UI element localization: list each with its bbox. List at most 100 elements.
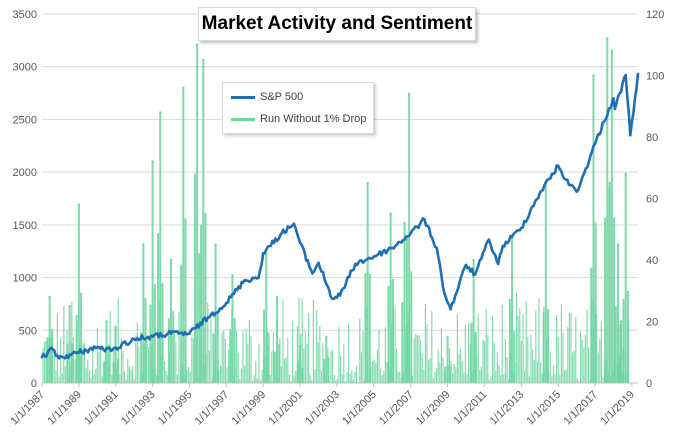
sp500-data-point — [243, 278, 247, 282]
sp500-data-point — [556, 164, 560, 168]
y-left-tick-label: 500 — [19, 325, 37, 337]
sp500-data-point — [423, 218, 426, 221]
sp500-data-point — [311, 272, 314, 275]
x-tick-label: 1/1/2011 — [451, 389, 489, 427]
x-tick-label: 1/1/2015 — [524, 389, 563, 428]
run-data-point — [298, 344, 302, 348]
sp500-data-point — [612, 97, 615, 100]
x-tick-label: 1/1/1997 — [193, 389, 232, 428]
chart-title: Market Activity and Sentiment — [201, 13, 473, 34]
run-data-point — [68, 304, 71, 308]
sp500-data-point — [624, 73, 628, 77]
legend: S&P 500 Run Without 1% Drop — [222, 82, 374, 134]
run-data-point — [472, 258, 475, 262]
sp500-data-point — [292, 222, 296, 226]
series-run-without-drop — [42, 38, 630, 383]
sp500-data-point — [257, 276, 260, 279]
sp500-data-point — [473, 273, 477, 276]
y-axis-right: 0 20 40 60 80 100 120 — [646, 9, 664, 390]
y-left-tick-label: 3000 — [13, 62, 37, 74]
legend-item-sp500: S&P 500 — [231, 91, 303, 103]
y-right-tick-label: 60 — [646, 194, 658, 206]
x-tick-label: 1/1/1995 — [156, 389, 195, 428]
sp500-data-point — [188, 332, 191, 335]
sp500-data-point — [151, 335, 154, 338]
y-axis-left: 0 500 1000 1500 2000 2500 3000 3500 — [13, 9, 37, 390]
run-data-point — [151, 160, 154, 163]
y-left-tick-label: 2500 — [13, 114, 37, 126]
run-data-point — [403, 221, 406, 225]
sp500-data-point — [613, 107, 617, 111]
sp500-data-point — [225, 301, 228, 305]
y-right-tick-label: 120 — [646, 9, 664, 21]
sp500-data-point — [449, 307, 452, 311]
y-left-tick-label: 1000 — [13, 273, 37, 285]
run-data-point — [214, 243, 217, 246]
sp500-data-point — [338, 294, 342, 297]
sp500-data-point — [298, 241, 302, 245]
run-data-point — [105, 320, 108, 323]
x-axis: 1/1/19871/1/19891/1/19911/1/19931/1/1995… — [8, 383, 637, 427]
sp500-data-point — [57, 356, 61, 360]
legend-item-run: Run Without 1% Drop — [231, 113, 366, 125]
sp500-data-point — [435, 246, 439, 250]
sp500-data-point — [331, 297, 334, 300]
sp500-data-point — [317, 261, 320, 265]
legend-swatch-run — [231, 117, 255, 121]
y-right-tick-label: 100 — [646, 71, 664, 83]
run-data-point — [48, 295, 51, 299]
run-data-point — [324, 335, 328, 339]
y-right-tick-label: 20 — [646, 317, 658, 329]
x-tick-label: 1/1/2003 — [303, 389, 342, 428]
y-left-tick-label: 3500 — [13, 9, 37, 21]
sp500-data-point — [354, 262, 357, 266]
sp500-data-point — [464, 263, 468, 267]
series-sp500-markers — [40, 72, 640, 360]
run-data-point — [169, 258, 173, 262]
run-data-point — [610, 49, 614, 53]
sp500-data-point — [109, 349, 113, 353]
y-right-tick-label: 40 — [646, 255, 658, 267]
sp500-data-point — [496, 262, 500, 266]
x-tick-label: 1/1/2017 — [561, 389, 600, 428]
y-left-tick-label: 0 — [31, 378, 37, 390]
run-data-point — [231, 274, 234, 277]
sp500-data-point — [372, 255, 376, 258]
legend-label-sp500: S&P 500 — [260, 91, 304, 103]
x-tick-label: 1/1/1987 — [8, 389, 47, 428]
x-tick-label: 1/1/1993 — [119, 389, 158, 428]
sp500-data-point — [501, 244, 505, 248]
sp500-data-point — [40, 355, 44, 359]
x-tick-label: 1/1/2013 — [488, 389, 527, 428]
legend-label-run: Run Without 1% Drop — [260, 113, 367, 125]
x-tick-label: 1/1/2001 — [266, 389, 305, 428]
sp500-data-point — [206, 316, 210, 319]
run-data-point — [202, 58, 205, 62]
y-right-tick-label: 0 — [646, 378, 652, 390]
sp500-data-point — [95, 345, 99, 349]
x-tick-label: 1/1/1991 — [82, 389, 121, 428]
run-data-point — [592, 74, 595, 77]
run-data-point — [275, 295, 279, 299]
sp500-data-point — [636, 72, 640, 76]
sp500-data-point — [169, 332, 173, 335]
sp500-data-point — [629, 133, 632, 137]
sp500-data-point — [280, 231, 283, 235]
x-tick-label: 1/1/1989 — [45, 389, 84, 428]
sp500-data-point — [77, 351, 81, 354]
x-tick-label: 1/1/1999 — [230, 389, 269, 428]
sp500-data-point — [132, 337, 136, 341]
run-data-point — [619, 320, 623, 323]
sp500-data-point — [567, 183, 571, 187]
run-data-point — [195, 43, 199, 46]
chart-title-box: Market Activity and Sentiment — [198, 7, 476, 41]
y-left-tick-label: 2000 — [13, 167, 37, 179]
grid-lines — [42, 13, 638, 331]
series-run-without-drop-markers — [48, 37, 627, 348]
y-right-tick-label: 80 — [646, 132, 658, 144]
run-data-point — [182, 86, 185, 90]
sp500-data-point — [409, 231, 412, 235]
sp500-data-point — [487, 238, 491, 241]
run-data-point — [606, 37, 609, 40]
